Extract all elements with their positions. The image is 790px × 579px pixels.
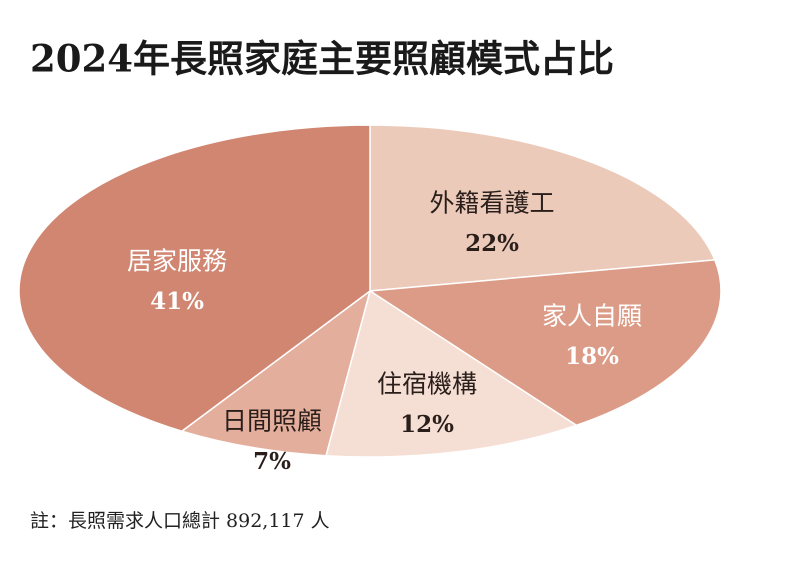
chart-title: 2024年長照家庭主要照顧模式占比 xyxy=(30,37,614,81)
slice-label: 住宿機構 xyxy=(377,370,477,399)
slice-label: 外籍看護工 xyxy=(429,189,554,218)
pie-slice xyxy=(367,259,722,427)
slice-label: 居家服務 xyxy=(127,247,227,276)
pie xyxy=(18,124,722,458)
value-label: 41% xyxy=(150,288,204,315)
slice-label: 日間照顧 xyxy=(222,407,322,436)
value-label: 18% xyxy=(565,343,619,370)
value-label: 12% xyxy=(400,411,454,438)
pie-slice xyxy=(18,124,371,432)
slice-label: 家人自願 xyxy=(542,302,642,331)
pie-slice xyxy=(369,124,716,292)
value-label: 7% xyxy=(253,448,291,475)
pie-slice xyxy=(325,289,579,458)
footnote: 註：長照需求人口總計 892,117 人 xyxy=(30,510,330,532)
pie-slice xyxy=(180,289,372,457)
value-label: 22% xyxy=(465,230,519,257)
